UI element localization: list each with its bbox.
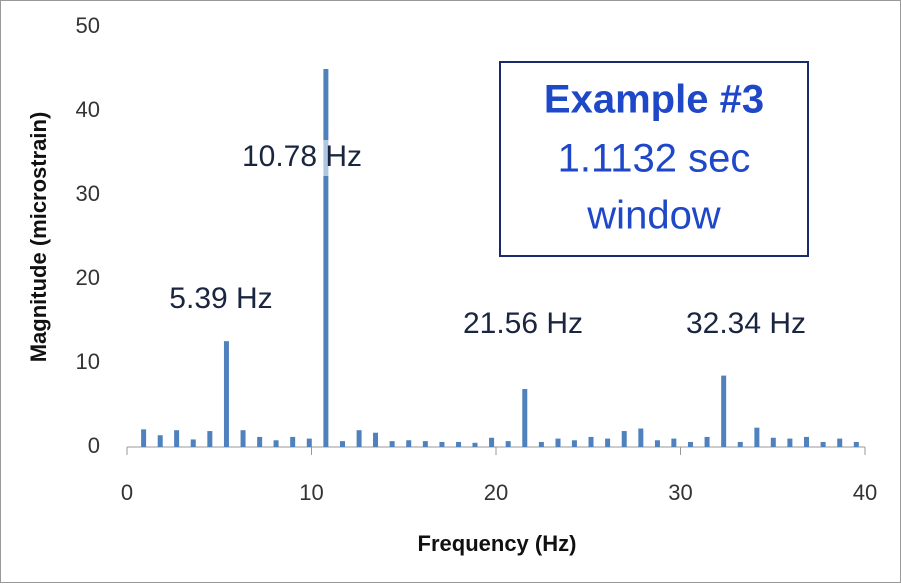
bar — [555, 438, 561, 447]
bar — [770, 437, 776, 447]
bar — [754, 427, 760, 447]
bar — [373, 432, 379, 447]
bar — [704, 436, 710, 447]
bar — [439, 441, 445, 447]
bar — [157, 435, 163, 447]
x-tick-label: 30 — [668, 480, 692, 505]
bar — [422, 441, 428, 447]
bar — [522, 389, 528, 447]
bar — [804, 436, 810, 447]
y-tick-label: 40 — [76, 97, 100, 122]
bar — [389, 441, 395, 447]
bar — [721, 375, 727, 447]
bar — [273, 440, 279, 447]
annotation: 5.39 Hz — [169, 282, 272, 315]
y-tick-label: 30 — [76, 181, 100, 206]
y-tick-label: 50 — [76, 13, 100, 38]
bar — [223, 341, 229, 447]
bar — [837, 438, 843, 447]
bar — [489, 437, 495, 447]
bar — [190, 439, 196, 447]
y-tick-label: 20 — [76, 265, 100, 290]
bar — [323, 69, 329, 447]
bar — [853, 441, 859, 447]
bar — [588, 436, 594, 447]
x-tick-label: 20 — [484, 480, 508, 505]
bar — [356, 430, 362, 447]
annotation: 10.78 Hz — [242, 140, 362, 173]
bar — [538, 441, 544, 447]
bar — [306, 438, 312, 447]
bar — [605, 438, 611, 447]
box-line: window — [586, 194, 721, 238]
x-tick-label: 0 — [121, 480, 133, 505]
bar — [406, 440, 412, 447]
bar — [654, 440, 660, 447]
annotation: 21.56 Hz — [463, 307, 583, 340]
bar — [687, 441, 693, 447]
x-axis-label: Frequency (Hz) — [418, 531, 577, 556]
label-backdrop — [218, 140, 386, 176]
x-tick-label: 10 — [299, 480, 323, 505]
bar — [339, 441, 345, 447]
bar — [787, 438, 793, 447]
bar — [820, 441, 826, 447]
info-box — [499, 61, 809, 257]
bar — [472, 442, 478, 447]
box-title: Example #3 — [544, 78, 764, 122]
y-tick-label: 0 — [88, 433, 100, 458]
bar — [207, 431, 213, 447]
bar — [141, 429, 147, 447]
bar — [621, 431, 627, 447]
bar — [571, 440, 577, 447]
bar — [638, 428, 644, 447]
bar — [290, 436, 296, 447]
bar — [737, 441, 743, 447]
annotation: 32.34 Hz — [686, 307, 806, 340]
bar — [671, 438, 677, 447]
box-line: 1.1132 sec — [558, 137, 751, 181]
bar — [456, 441, 462, 447]
bar — [240, 430, 246, 447]
bar — [257, 436, 263, 447]
bar — [505, 441, 511, 447]
y-axis-label: Magnitude (microstrain) — [26, 112, 51, 363]
x-tick-label: 40 — [853, 480, 877, 505]
bar — [174, 430, 180, 447]
y-tick-label: 10 — [76, 349, 100, 374]
